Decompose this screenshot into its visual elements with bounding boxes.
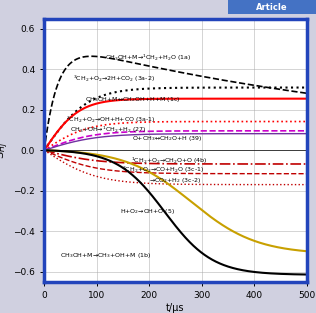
Text: →CO$_2$+H$_2$ (3c-2): →CO$_2$+H$_2$ (3c-2) — [149, 176, 202, 185]
Text: $^1$CH$_2$+O$_2$→CH$_2$O+O (4b): $^1$CH$_2$+O$_2$→CH$_2$O+O (4b) — [131, 156, 208, 166]
Text: CH$_3$OH+M↔CH$_2$OH+H+M (1c): CH$_3$OH+M↔CH$_2$OH+H+M (1c) — [85, 95, 181, 104]
Text: CH$_3$OH+M→CH$_3$+OH+M (1b): CH$_3$OH+M→CH$_3$+OH+M (1b) — [60, 251, 151, 260]
Text: H+O$_2$→OH+O (5): H+O$_2$→OH+O (5) — [120, 208, 175, 216]
Y-axis label: S$_{Hj}$: S$_{Hj}$ — [0, 142, 10, 159]
Text: $^3$CH$_2$+O$_2$→2H+CO$_2$ (3a-2): $^3$CH$_2$+O$_2$→2H+CO$_2$ (3a-2) — [73, 73, 155, 84]
Text: O+CH$_3$↔CH$_2$O+H (39): O+CH$_3$↔CH$_2$O+H (39) — [132, 134, 203, 143]
Text: $^3$CH$_2$+O$_2$→OH+H+CO (3a-1): $^3$CH$_2$+O$_2$→OH+H+CO (3a-1) — [66, 115, 156, 125]
Text: $^3$CH$_2$+O$_2$→CO+H$_2$O (3c-1): $^3$CH$_2$+O$_2$→CO+H$_2$O (3c-1) — [122, 165, 204, 175]
X-axis label: t/μs: t/μs — [166, 302, 185, 312]
Text: CH$_3$+OH→$^1$CH$_2$+H$_2$ (27): CH$_3$+OH→$^1$CH$_2$+H$_2$ (27) — [70, 125, 147, 135]
Text: Article: Article — [256, 3, 288, 12]
Text: CH$_3$OH+M→$^1$CH$_2$+H$_2$O (1a): CH$_3$OH+M→$^1$CH$_2$+H$_2$O (1a) — [105, 53, 191, 63]
